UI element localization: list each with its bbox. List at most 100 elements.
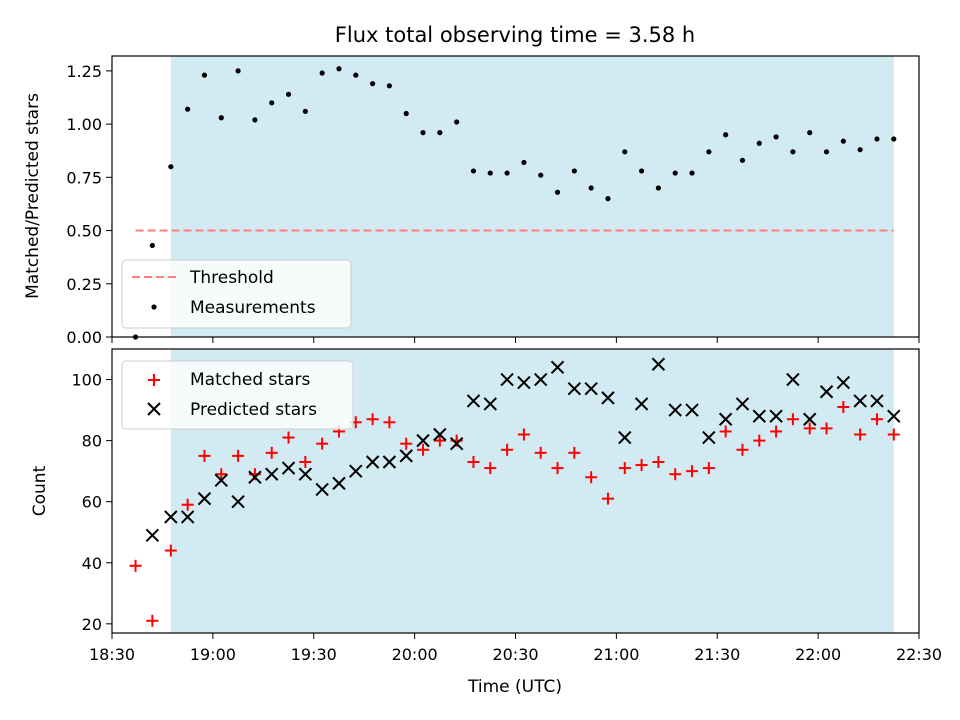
measurement-point	[538, 172, 544, 178]
matched-star-point	[232, 449, 245, 462]
measurement-point	[185, 106, 191, 112]
ratio-x-ticks	[111, 337, 920, 343]
y-tick-label: 20	[82, 615, 102, 634]
matched-star-point	[820, 422, 833, 435]
predicted-star-point	[483, 397, 497, 411]
predicted-star-point	[197, 491, 212, 506]
matched-star-point	[501, 443, 514, 456]
predicted-star-stroke	[180, 510, 195, 524]
ratio-legend-box	[121, 259, 352, 329]
measurement-point	[790, 149, 796, 155]
matched-star-point	[601, 492, 614, 505]
matched-star-point	[366, 413, 379, 426]
predicted-star-stroke	[517, 375, 531, 390]
measurement-point	[369, 81, 376, 87]
predicted-star-stroke	[584, 381, 598, 396]
predicted-star-point	[281, 461, 296, 475]
matched-star-point	[383, 416, 396, 429]
predicted-star-stroke	[231, 494, 245, 509]
x-tick-label: 20:30	[492, 645, 538, 664]
measurement-point	[285, 91, 292, 97]
matched-star-point	[129, 559, 142, 572]
predicted-star-stroke	[651, 357, 666, 371]
predicted-star-point	[550, 360, 565, 375]
ratio-y-axis-label: Matched/Predicted stars	[23, 93, 43, 299]
predicted-star-point	[315, 482, 329, 497]
predicted-star-stroke	[315, 482, 329, 497]
x-tick-label: 22:00	[795, 645, 841, 664]
measurement-point	[403, 110, 409, 117]
measurement-point	[605, 196, 611, 202]
predicted-star-point	[399, 449, 413, 463]
predicted-star-point	[534, 372, 548, 387]
predicted-star-stroke	[752, 409, 766, 423]
predicted-star-point	[651, 357, 666, 371]
y-tick-label: 0.75	[66, 168, 102, 187]
predicted-star-stroke	[567, 381, 582, 396]
count-legend-box	[121, 360, 354, 430]
measurement-point	[807, 130, 813, 136]
measurement-point	[454, 119, 460, 125]
measurement-point	[655, 185, 662, 191]
chart-title: Flux total observing time = 3.58 h	[335, 23, 695, 47]
matched-star-point	[215, 468, 228, 481]
predicted-star-stroke	[668, 403, 682, 417]
predicted-star-point	[819, 385, 834, 399]
measurement-point	[201, 72, 208, 78]
predicted-star-stroke	[718, 412, 733, 426]
y-tick-label: 1.00	[66, 115, 102, 134]
matched-star-point	[753, 434, 766, 447]
measurement-point	[487, 170, 493, 176]
predicted-star-stroke	[197, 491, 212, 506]
measurement-point	[638, 168, 645, 174]
measurement-point	[437, 130, 443, 136]
count-axes-frame	[111, 348, 920, 634]
ratio-axes-frame	[111, 55, 920, 338]
legend-matched-label: Matched stars	[190, 370, 310, 390]
matched-star-point	[400, 437, 413, 450]
predicted-star-stroke	[803, 412, 817, 426]
x-tick-label: 22:30	[896, 645, 942, 664]
matched-star-point	[146, 614, 159, 627]
predicted-star-stroke	[769, 409, 783, 423]
measurement-point	[672, 170, 678, 176]
legend-measurements-label: Measurements	[190, 298, 316, 318]
measurement-point	[891, 136, 897, 142]
predicted-star-point	[634, 397, 649, 411]
matched-star-point	[770, 425, 783, 438]
measurement-point	[773, 134, 779, 140]
matched-star-point	[265, 446, 278, 459]
predicted-star-point	[164, 510, 178, 524]
x-tick-label: 21:00	[593, 645, 639, 664]
measurement-point	[168, 164, 174, 170]
matched-star-point	[316, 437, 329, 450]
matched-star-point	[719, 425, 732, 438]
predicted-star-point	[567, 381, 582, 396]
predicted-star-point	[517, 375, 531, 390]
predicted-star-point	[466, 394, 481, 408]
measurement-point	[723, 132, 729, 138]
measurement-point	[756, 140, 762, 146]
predicted-star-point	[735, 397, 750, 411]
predicted-star-point	[870, 394, 884, 408]
matched-star-point	[282, 431, 295, 444]
y-tick-label: 0.00	[66, 328, 102, 347]
ratio-y-ticks: 0.00 0.25 0.50 0.75 1.00 1.25	[66, 62, 112, 347]
measurement-point	[149, 242, 155, 249]
measurement-point	[420, 130, 426, 136]
count-legend: Matched stars Predicted stars	[121, 360, 354, 430]
measurement-point	[571, 168, 577, 174]
predicted-star-stroke	[819, 385, 834, 399]
matched-star-point	[198, 449, 211, 462]
predicted-star-stroke	[534, 372, 548, 387]
predicted-star-stroke	[145, 528, 160, 542]
predicted-star-point	[836, 375, 851, 390]
measurement-point	[470, 168, 477, 174]
y-tick-label: 60	[82, 493, 102, 512]
predicted-star-point	[803, 412, 817, 426]
x-tick-label: 19:00	[190, 645, 236, 664]
matched-star-point	[299, 455, 312, 468]
measurement-point	[874, 136, 880, 142]
predicted-star-point	[853, 394, 867, 408]
